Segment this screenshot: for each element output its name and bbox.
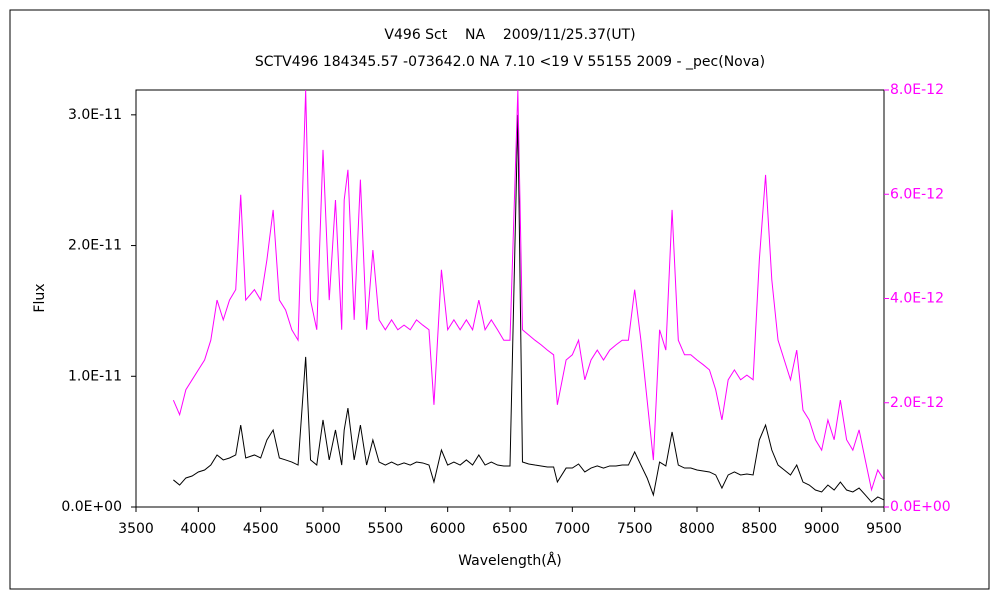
x-tick-label: 5000: [305, 521, 341, 537]
x-tick-label: 6500: [492, 521, 528, 537]
x-tick-label: 4000: [181, 521, 217, 537]
x-tick-label: 8000: [679, 521, 715, 537]
y2-tick-label: 6.0E-12: [890, 186, 944, 202]
x-tick-label: 7000: [555, 521, 591, 537]
x-tick-label: 7500: [617, 521, 653, 537]
y-tick-label: 3.0E-11: [68, 107, 122, 123]
y2-tick-label: 4.0E-12: [890, 291, 944, 307]
y2-tick-label: 8.0E-12: [890, 82, 944, 98]
x-tick-label: 4500: [243, 521, 279, 537]
y-tick-label: 2.0E-11: [68, 238, 122, 254]
x-tick-label: 9000: [804, 521, 840, 537]
chart-subtitle: SCTV496 184345.57 -073642.0 NA 7.10 <19 …: [255, 54, 765, 70]
y2-tick-label: 2.0E-12: [890, 395, 944, 411]
spectrum-line: [173, 114, 885, 503]
spectrum-line: [172, 89, 885, 492]
x-axis-label: Wavelength(Å): [458, 552, 562, 569]
y-tick-label: 0.0E+00: [61, 499, 122, 515]
frame: [9, 9, 990, 590]
x-tick-label: 6000: [430, 521, 466, 537]
y-axis-label: Flux: [32, 283, 48, 312]
x-tick-label: 3500: [118, 521, 154, 537]
x-tick-label: 8500: [742, 521, 778, 537]
x-tick-label: 5500: [368, 521, 404, 537]
y2-tick-label: 0.0E+00: [890, 499, 951, 515]
y-tick-label: 1.0E-11: [68, 368, 122, 384]
x-tick-label: 9500: [866, 521, 902, 537]
chart-title: V496 Sct NA 2009/11/25.37(UT): [384, 27, 635, 43]
